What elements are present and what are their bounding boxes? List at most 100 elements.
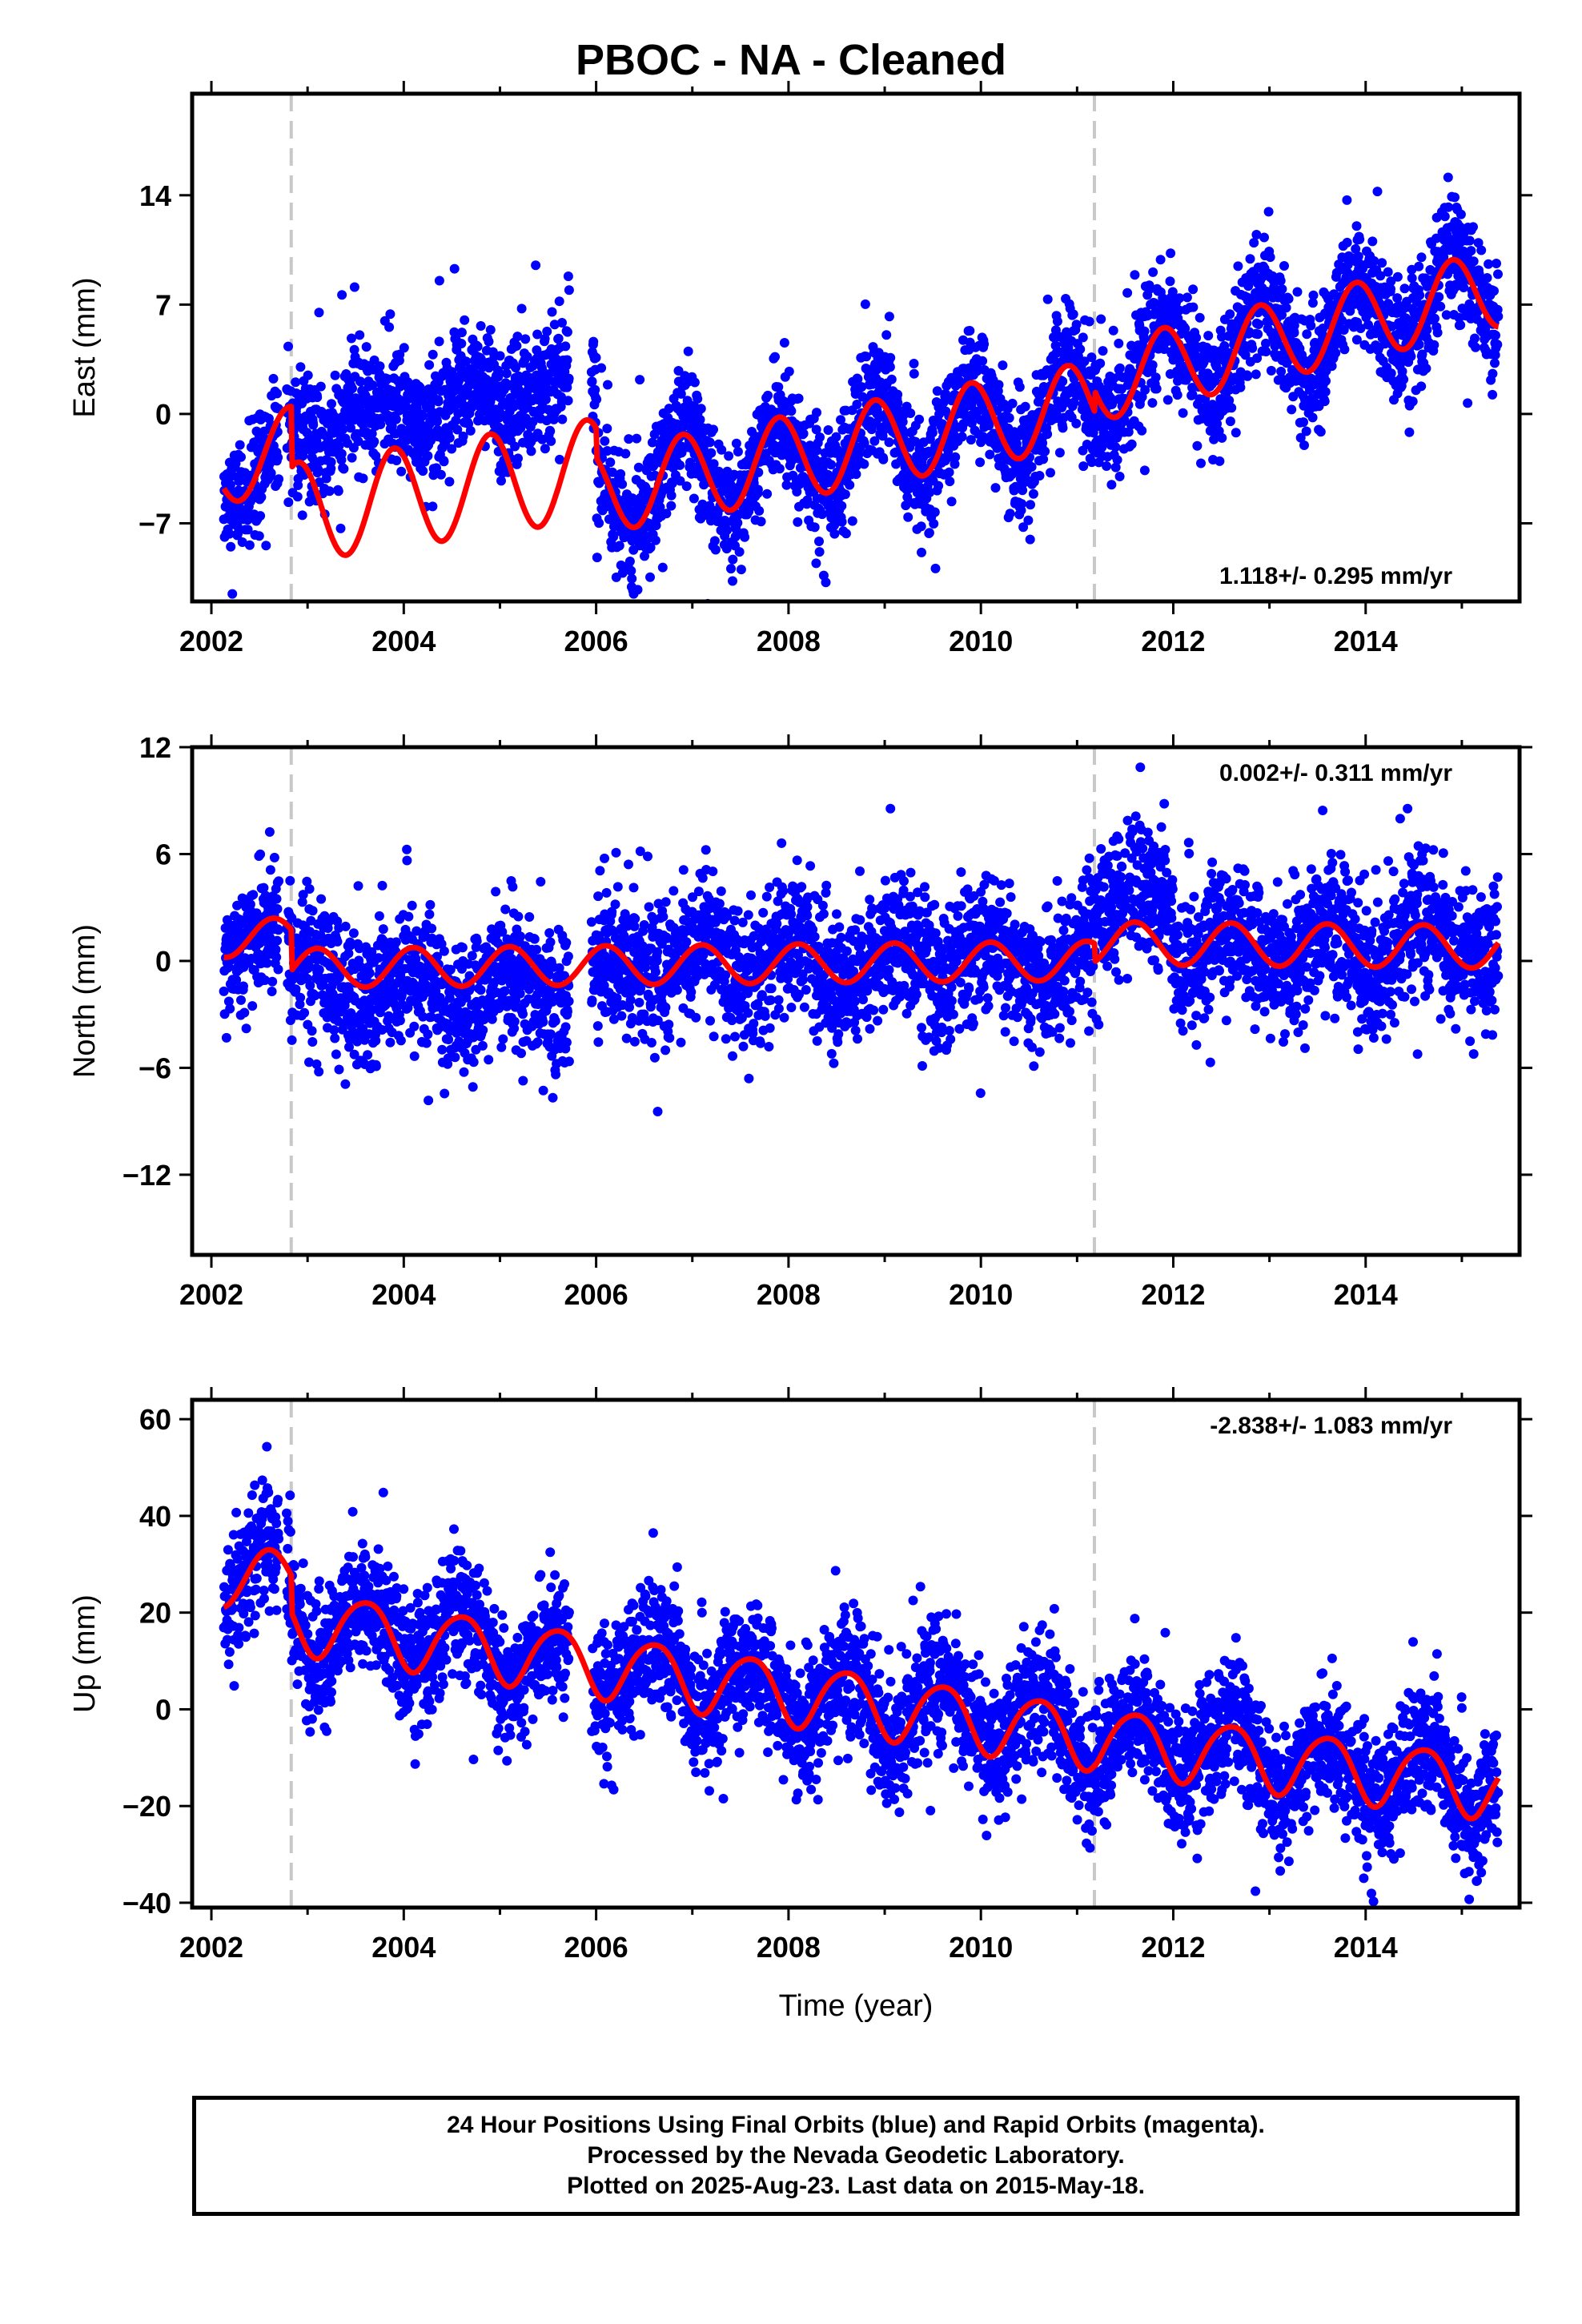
data-point (1178, 408, 1188, 418)
data-point (1351, 221, 1362, 231)
data-point (1231, 428, 1241, 438)
data-point (1095, 358, 1106, 368)
data-point (1375, 271, 1386, 281)
data-point (1463, 398, 1473, 408)
data-point (705, 437, 715, 448)
data-point (254, 531, 264, 541)
data-point (596, 363, 607, 373)
data-point (1339, 344, 1350, 355)
data-point (409, 1021, 420, 1031)
data-point (722, 525, 733, 535)
data-point (237, 537, 247, 547)
data-point (563, 271, 573, 281)
data-point (1259, 232, 1269, 243)
data-point (407, 900, 417, 911)
data-point (905, 408, 916, 418)
data-point (1167, 287, 1178, 297)
data-point (460, 315, 470, 325)
data-point (1493, 312, 1504, 322)
data-point (884, 312, 894, 322)
data-point (555, 454, 564, 464)
data-point (1174, 293, 1185, 304)
data-point (321, 473, 331, 484)
data-point (1112, 455, 1122, 465)
data-point (1439, 211, 1450, 222)
data-point (308, 420, 319, 430)
data-point (1215, 456, 1225, 466)
data-point (1038, 438, 1048, 448)
data-point (1386, 368, 1396, 379)
data-point (378, 924, 388, 935)
data-point (264, 826, 275, 837)
data-point (1482, 273, 1492, 283)
data-point (1191, 332, 1202, 343)
data-point (271, 944, 281, 955)
data-point (1473, 238, 1484, 248)
y-tick-label: 14 (139, 179, 171, 212)
data-point (998, 360, 1008, 371)
data-point (661, 509, 672, 519)
data-point (385, 1037, 396, 1047)
data-point (812, 445, 822, 456)
data-point (1386, 276, 1396, 287)
data-point (271, 952, 282, 963)
east-model-curve (221, 256, 1500, 558)
data-point (1025, 534, 1035, 545)
data-point (272, 904, 283, 914)
data-point (950, 459, 960, 469)
data-point (1102, 461, 1112, 471)
data-point (452, 424, 463, 435)
data-point (814, 537, 824, 546)
data-point (1098, 346, 1108, 356)
data-point (753, 467, 764, 477)
data-point (1130, 270, 1140, 280)
data-point (837, 501, 847, 511)
data-point (260, 975, 270, 985)
data-point (917, 547, 926, 557)
data-point (1416, 252, 1427, 263)
data-point (1188, 284, 1199, 295)
data-point (531, 260, 541, 271)
data-point (265, 865, 275, 875)
data-point (861, 352, 872, 362)
data-point (1253, 329, 1263, 340)
data-point (283, 497, 294, 508)
data-point (1489, 286, 1499, 296)
data-point (1263, 207, 1274, 217)
data-point (1342, 237, 1352, 247)
data-point (934, 480, 944, 491)
data-point (343, 948, 354, 959)
data-point (881, 330, 892, 340)
data-point (1243, 371, 1253, 381)
data-point (620, 448, 631, 459)
data-point (263, 413, 274, 424)
data-point (467, 951, 477, 961)
data-point (1484, 259, 1494, 269)
data-point (859, 438, 869, 448)
data-point (1491, 330, 1500, 340)
data-point (587, 376, 597, 387)
data-point (602, 424, 612, 434)
data-point (1145, 283, 1155, 294)
data-point (1249, 238, 1259, 248)
data-point (391, 414, 401, 424)
data-point (391, 456, 402, 465)
data-point (563, 396, 573, 406)
data-point (608, 532, 619, 542)
data-point (338, 424, 348, 434)
data-point (685, 457, 695, 468)
data-point (355, 330, 365, 340)
data-point (1281, 303, 1291, 313)
data-point (1079, 356, 1090, 367)
data-point (396, 1035, 406, 1046)
data-point (763, 390, 773, 400)
data-point (821, 577, 831, 588)
data-point (532, 329, 543, 340)
data-point (1098, 427, 1109, 437)
data-point (225, 480, 235, 490)
data-point (591, 352, 601, 363)
data-point (291, 984, 301, 995)
x-tick-label: 2010 (949, 625, 1013, 657)
data-point (985, 449, 995, 460)
data-point (733, 447, 743, 456)
